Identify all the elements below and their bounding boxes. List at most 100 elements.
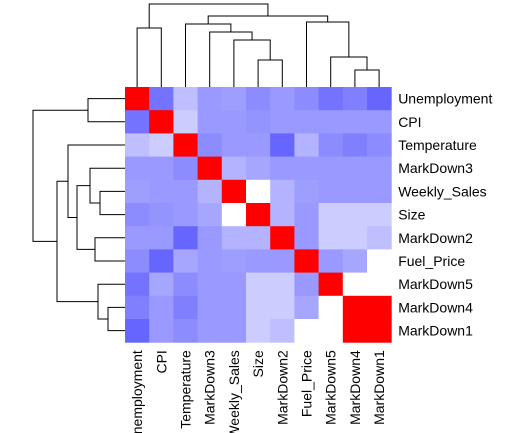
heatmap-cell-Weekly_Sales-Fuel_Price xyxy=(294,179,320,204)
row-label: Fuel_Price xyxy=(398,253,465,269)
heatmap-cell-MarkDown1-Temperature xyxy=(173,319,199,343)
row-label: MarkDown5 xyxy=(398,276,473,292)
row-label: MarkDown4 xyxy=(398,299,473,315)
heatmap-cell-MarkDown1-MarkDown1 xyxy=(367,319,392,343)
heatmap-cell-MarkDown1-MarkDown2 xyxy=(270,319,295,343)
row-label: MarkDown2 xyxy=(398,230,473,246)
heatmap-cell-MarkDown2-Unemployment xyxy=(125,226,150,250)
heatmap-cell-MarkDown4-Unemployment xyxy=(125,295,150,320)
row-label: Unemployment xyxy=(398,91,492,107)
dendrogram-branch xyxy=(87,98,125,123)
heatmap-cell-MarkDown1-MarkDown5 xyxy=(318,319,344,343)
dendrogram-branch xyxy=(257,59,283,87)
heatmap-cell-MarkDown2-MarkDown1 xyxy=(367,226,392,250)
heatmap-cell-Temperature-MarkDown3 xyxy=(197,133,223,158)
heatmap-cell-MarkDown3-MarkDown5 xyxy=(318,156,344,181)
heatmap-cell-Size-MarkDown3 xyxy=(197,203,223,227)
dendrogram-branch xyxy=(148,3,269,28)
heatmap-cell-Unemployment-Temperature xyxy=(173,87,199,111)
heatmap-cell-MarkDown3-MarkDown3 xyxy=(197,156,223,181)
row-labels: Unemployment CPI Temperature MarkDown3 Weekl… xyxy=(398,91,492,339)
heatmap-cell-Size-Weekly_Sales xyxy=(221,203,247,227)
heatmap-cell-MarkDown2-MarkDown5 xyxy=(318,226,344,250)
column-label: Fuel_Price xyxy=(299,350,315,417)
heatmap-cell-Unemployment-Size xyxy=(246,87,271,111)
heatmap-cells xyxy=(125,87,392,343)
heatmap-cell-CPI-MarkDown3 xyxy=(197,110,223,134)
column-label: MarkDown5 xyxy=(323,350,339,425)
heatmap-cell-Unemployment-MarkDown5 xyxy=(318,87,344,111)
heatmap-cell-MarkDown4-MarkDown2 xyxy=(270,295,295,320)
dendrogram-branch xyxy=(99,190,125,216)
heatmap-cell-Size-MarkDown1 xyxy=(367,203,392,227)
heatmap-cell-Unemployment-Unemployment xyxy=(125,87,150,111)
heatmap-cell-Temperature-MarkDown2 xyxy=(270,133,295,158)
heatmap-cell-MarkDown3-MarkDown1 xyxy=(367,156,392,181)
heatmap-cell-MarkDown5-MarkDown3 xyxy=(197,272,223,297)
heatmap-cell-Unemployment-MarkDown2 xyxy=(270,87,295,111)
heatmap-cell-MarkDown1-Weekly_Sales xyxy=(221,319,247,343)
heatmap-cell-MarkDown5-Unemployment xyxy=(125,272,150,297)
heatmap-cell-CPI-CPI xyxy=(149,110,174,134)
heatmap-cell-MarkDown5-MarkDown1 xyxy=(367,272,392,297)
heatmap-cell-CPI-MarkDown2 xyxy=(270,110,295,134)
heatmap-cell-Temperature-MarkDown4 xyxy=(342,133,368,158)
heatmap-cell-MarkDown4-CPI xyxy=(149,295,174,320)
heatmap-cell-MarkDown1-Fuel_Price xyxy=(294,319,320,343)
heatmap-cell-Temperature-CPI xyxy=(149,133,174,158)
heatmap-cell-MarkDown1-Unemployment xyxy=(125,319,150,343)
dendrogram-branch xyxy=(185,23,232,87)
column-label: Temperature xyxy=(178,350,194,429)
dendrogram-branch xyxy=(97,283,125,320)
heatmap-cell-Weekly_Sales-CPI xyxy=(149,179,174,204)
column-label: Size xyxy=(250,350,266,377)
heatmap-cell-Size-MarkDown2 xyxy=(270,203,295,227)
heatmap-cell-Temperature-MarkDown1 xyxy=(367,133,392,158)
heatmap-cell-Fuel_Price-MarkDown4 xyxy=(342,249,368,274)
heatmap-cell-Size-MarkDown5 xyxy=(318,203,344,227)
heatmap-cell-Fuel_Price-MarkDown2 xyxy=(270,249,295,274)
heatmap-cell-MarkDown3-MarkDown2 xyxy=(270,156,295,181)
heatmap-cell-MarkDown5-MarkDown5 xyxy=(318,272,344,297)
dendrogram-branch xyxy=(32,109,88,242)
heatmap-cell-MarkDown3-CPI xyxy=(149,156,174,181)
heatmap-cell-CPI-Size xyxy=(246,110,271,134)
column-label: MarkDown3 xyxy=(202,350,218,425)
heatmap-cell-MarkDown1-CPI xyxy=(149,319,174,343)
heatmap-cell-Fuel_Price-MarkDown3 xyxy=(197,249,223,274)
dendrogram-branch xyxy=(76,185,95,250)
row-label: Size xyxy=(398,207,425,223)
heatmap-cell-Weekly_Sales-Temperature xyxy=(173,179,199,204)
dendrogram-branch xyxy=(330,56,368,87)
heatmap-cell-MarkDown2-Size xyxy=(246,226,271,250)
heatmap-cell-Fuel_Price-MarkDown1 xyxy=(367,249,392,274)
column-label: CPI xyxy=(153,350,169,373)
heatmap-cell-Fuel_Price-Weekly_Sales xyxy=(221,249,247,274)
heatmap-cell-MarkDown3-MarkDown4 xyxy=(342,156,368,181)
heatmap-cell-Unemployment-Fuel_Price xyxy=(294,87,320,111)
heatmap-cell-Size-CPI xyxy=(149,203,174,227)
row-label: Temperature xyxy=(398,137,477,153)
dendrogram-branch xyxy=(354,69,380,87)
heatmap-cell-Weekly_Sales-Size xyxy=(246,179,271,204)
heatmap-cell-MarkDown4-MarkDown3 xyxy=(197,295,223,320)
heatmap-cell-Temperature-Weekly_Sales xyxy=(221,133,247,158)
heatmap-cell-Size-Unemployment xyxy=(125,203,150,227)
heatmap-cell-Temperature-MarkDown5 xyxy=(318,133,344,158)
heatmap-cell-MarkDown5-Fuel_Price xyxy=(294,272,320,297)
heatmap-cell-MarkDown4-MarkDown1 xyxy=(367,295,392,320)
heatmap-cell-Weekly_Sales-Weekly_Sales xyxy=(221,179,247,204)
heatmap-cell-CPI-Fuel_Price xyxy=(294,110,320,134)
heatmap-cell-Unemployment-CPI xyxy=(149,87,174,111)
row-label: MarkDown1 xyxy=(398,323,473,339)
heatmap-cell-MarkDown5-Temperature xyxy=(173,272,199,297)
heatmap-cell-Size-MarkDown4 xyxy=(342,203,368,227)
dendrogram-branch xyxy=(306,21,350,87)
column-label: MarkDown2 xyxy=(274,350,290,425)
column-dendrogram xyxy=(136,3,380,87)
heatmap-cell-MarkDown2-Temperature xyxy=(173,226,199,250)
heatmap-cell-CPI-MarkDown5 xyxy=(318,110,344,134)
heatmap-cell-CPI-MarkDown4 xyxy=(342,110,368,134)
heatmap-cell-Unemployment-MarkDown4 xyxy=(342,87,368,111)
heatmap-cell-Weekly_Sales-MarkDown1 xyxy=(367,179,392,204)
